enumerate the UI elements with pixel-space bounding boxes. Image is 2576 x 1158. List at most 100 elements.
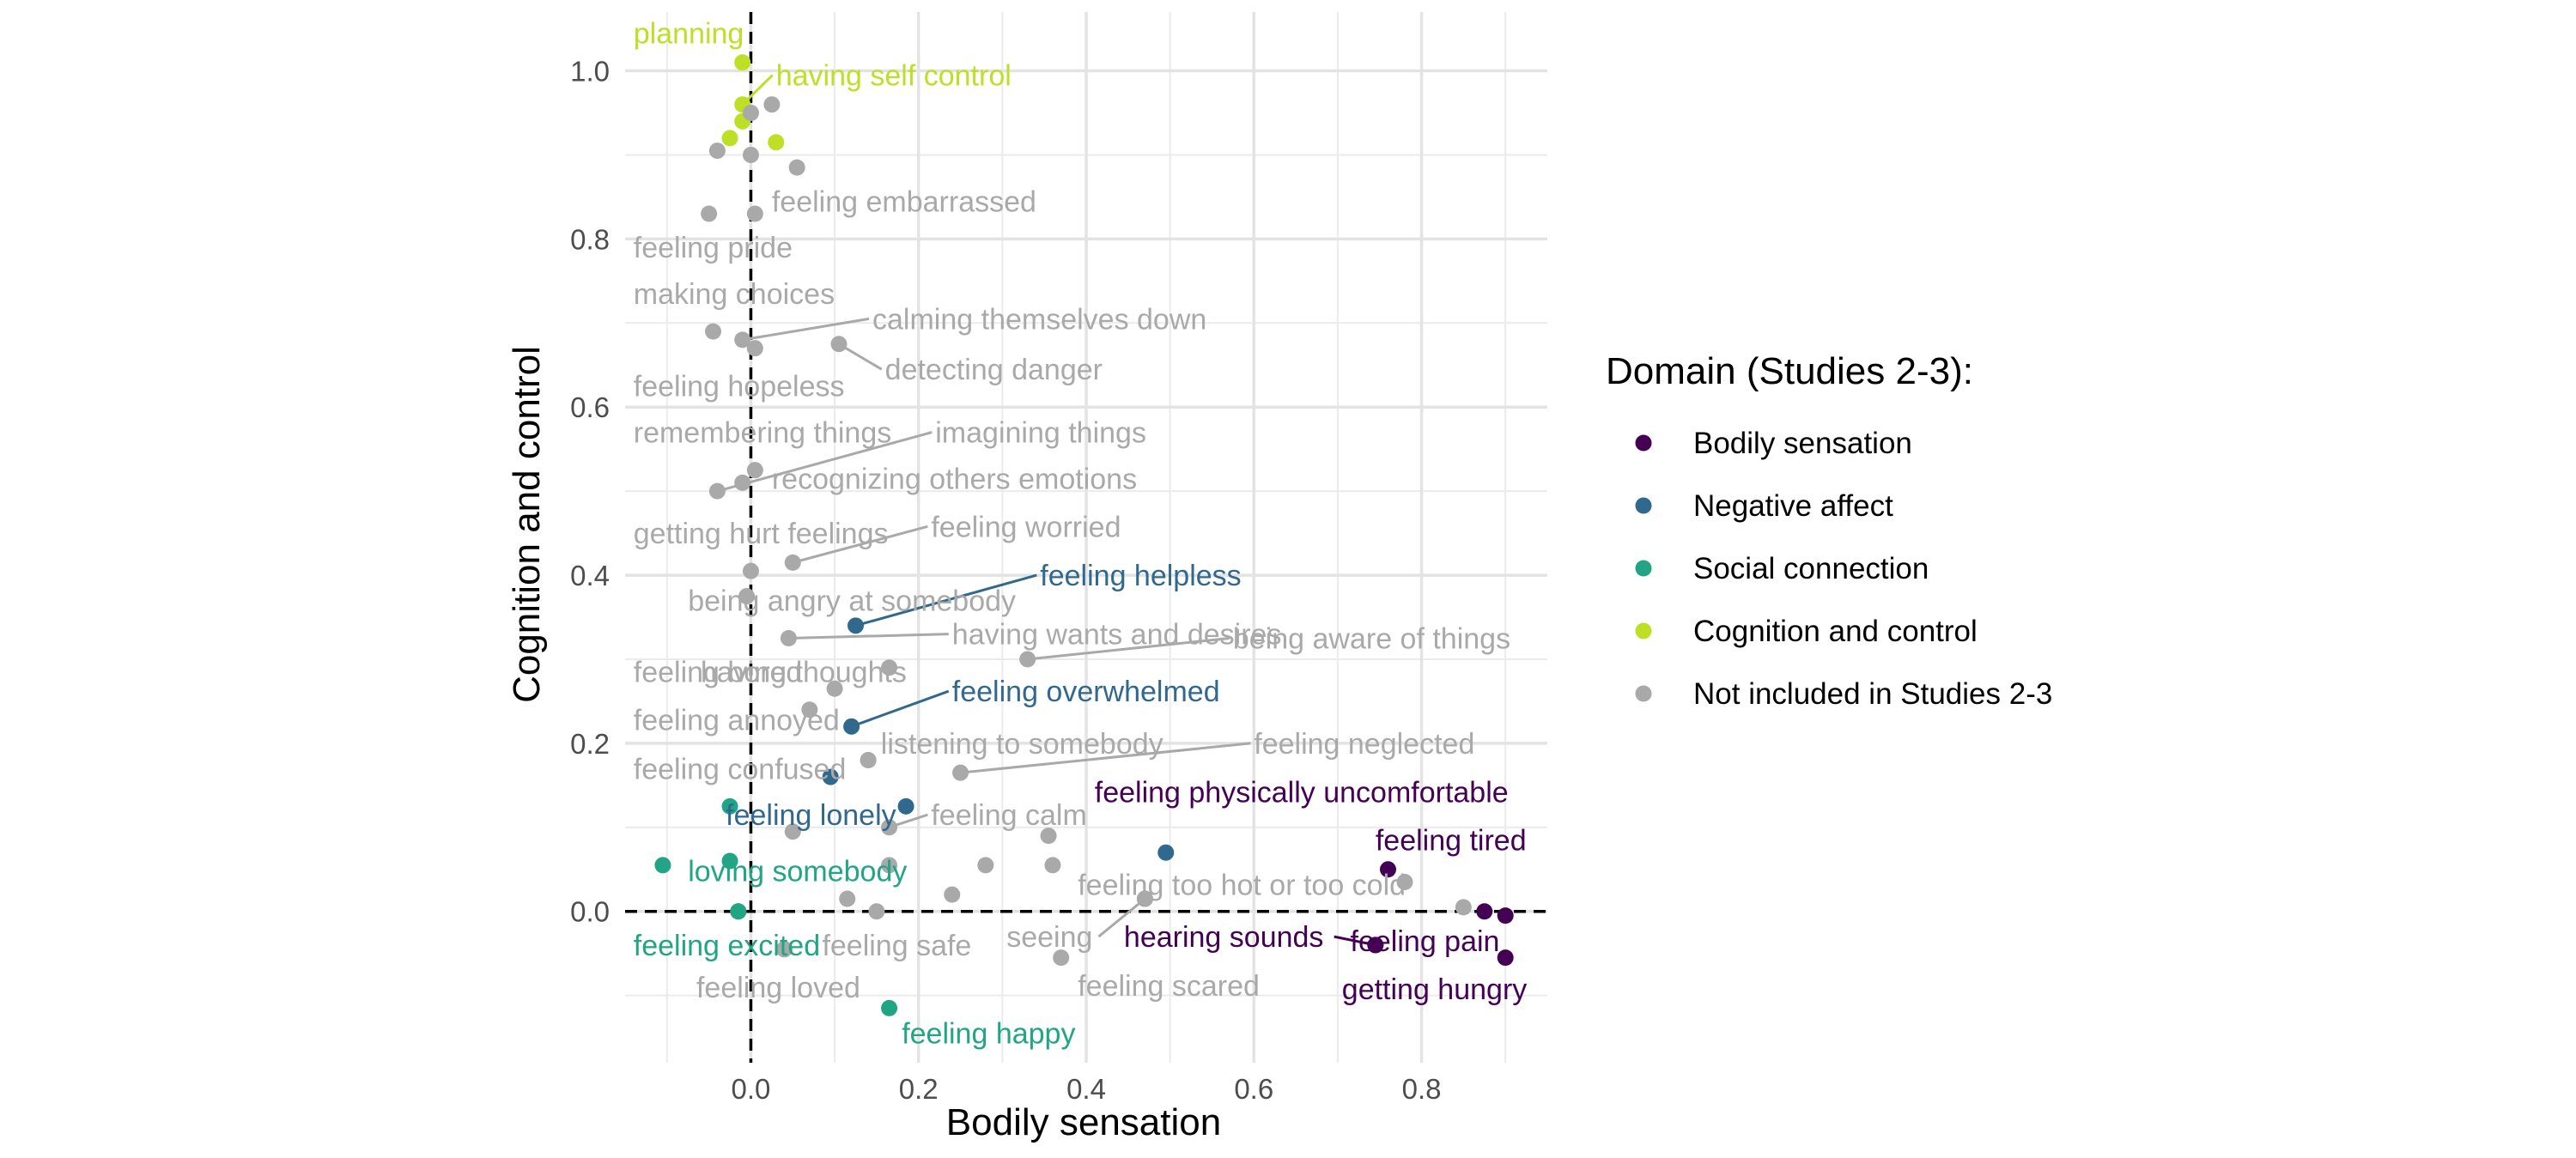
label-leader-lines xyxy=(717,74,1376,947)
point-label: feeling excited xyxy=(634,930,820,962)
label-leader-line xyxy=(838,343,883,371)
data-point xyxy=(721,797,738,815)
point-label: feeling loved xyxy=(696,972,860,1004)
legend-key-negative xyxy=(1635,497,1652,514)
x-tick-label: 0.8 xyxy=(1402,1073,1442,1105)
point-label: getting hungry xyxy=(1342,973,1528,1006)
point-label: feeling physically uncomfortable xyxy=(1095,777,1509,809)
point-label: having wants and desires xyxy=(952,619,1282,652)
point-label: feeling calm xyxy=(931,799,1086,832)
data-point xyxy=(654,857,671,874)
data-point xyxy=(1497,907,1514,925)
data-point xyxy=(1396,873,1413,890)
label-leader-line xyxy=(792,524,928,564)
data-point xyxy=(860,751,877,768)
data-point xyxy=(801,701,818,718)
label-leader-line xyxy=(742,317,870,342)
x-axis-ticks: 0.0 0.2 0.4 0.6 0.8 xyxy=(732,1073,1442,1105)
legend-items: Bodily sensation Negative affect Social co… xyxy=(1635,427,2052,711)
data-point xyxy=(734,474,751,491)
point-label: having self control xyxy=(776,59,1012,92)
data-point xyxy=(1476,903,1493,920)
x-tick-label: 0.4 xyxy=(1066,1073,1106,1105)
data-point xyxy=(848,617,864,634)
point-label: imagining things xyxy=(935,417,1146,450)
data-point xyxy=(721,130,738,147)
data-point xyxy=(763,96,781,113)
label-leader-line xyxy=(1027,637,1230,661)
data-point xyxy=(977,857,994,874)
label-leader-line xyxy=(851,689,950,728)
data-point xyxy=(1455,899,1472,916)
point-label: remembering things xyxy=(634,417,891,450)
data-point xyxy=(784,554,801,571)
data-point xyxy=(1379,861,1396,878)
data-point xyxy=(822,768,839,785)
y-axis-title: Cognition and control xyxy=(506,346,548,703)
legend-label-cognition: Cognition and control xyxy=(1693,615,1978,648)
data-point xyxy=(1157,844,1175,861)
data-point xyxy=(1044,857,1061,874)
point-label: listening to somebody xyxy=(881,728,1163,761)
point-label: feeling lonely xyxy=(726,799,896,832)
point-label: being aware of things xyxy=(1233,623,1510,656)
point-label: feeling scared xyxy=(1078,970,1260,1003)
data-point xyxy=(1053,949,1070,967)
data-point xyxy=(784,823,801,840)
data-point xyxy=(881,857,898,874)
y-axis-ticks: 0.0 0.2 0.4 0.6 0.8 1.0 xyxy=(570,56,610,928)
legend-label-social: Social connection xyxy=(1693,552,1929,585)
point-label: loving somebody xyxy=(688,856,907,888)
data-point xyxy=(826,680,843,697)
data-point xyxy=(1019,651,1036,668)
y-tick-label: 0.6 xyxy=(570,391,610,423)
data-point xyxy=(843,718,860,735)
point-label: hearing sounds xyxy=(1124,921,1324,954)
y-tick-label: 0.8 xyxy=(570,223,610,255)
point-label: feeling confused xyxy=(634,753,847,785)
label-leader-line xyxy=(717,431,933,493)
legend-label-negative: Negative affect xyxy=(1693,489,1893,523)
point-label: feeling worried xyxy=(931,511,1121,543)
data-point xyxy=(746,205,763,222)
data-point xyxy=(738,588,756,605)
data-point xyxy=(952,764,969,781)
data-point xyxy=(708,482,726,500)
data-point xyxy=(721,852,738,870)
data-point xyxy=(1367,937,1384,954)
x-axis-title: Bodily sensation xyxy=(946,1101,1221,1143)
data-point xyxy=(868,903,885,920)
x-tick-label: 0.0 xyxy=(732,1073,771,1105)
legend-key-social xyxy=(1635,560,1652,577)
point-label: making choices xyxy=(634,278,835,311)
data-point xyxy=(830,336,848,353)
legend-label-other: Not included in Studies 2-3 xyxy=(1693,677,2052,711)
legend: Domain (Studies 2-3): Bodily sensation Ne… xyxy=(1606,350,2052,711)
data-point xyxy=(730,903,747,920)
label-leader-line xyxy=(960,742,1251,774)
label-leader-line xyxy=(855,573,1037,628)
data-point xyxy=(708,142,726,160)
point-label: detecting danger xyxy=(885,354,1103,386)
point-label: feeling pain xyxy=(1351,925,1500,958)
legend-key-bodily xyxy=(1635,434,1652,452)
point-label: feeling happy xyxy=(902,1018,1075,1051)
point-label: feeling safe xyxy=(822,930,971,962)
y-tick-label: 0.2 xyxy=(570,728,610,760)
y-tick-label: 1.0 xyxy=(570,56,610,88)
data-point xyxy=(1497,949,1514,967)
data-point xyxy=(701,205,718,222)
point-label: feeling pride xyxy=(634,232,793,264)
data-point xyxy=(734,331,751,349)
data-point xyxy=(705,323,722,340)
x-tick-label: 0.2 xyxy=(899,1073,939,1105)
data-points xyxy=(654,54,1514,1016)
point-label: having thoughts xyxy=(701,657,907,689)
point-label: being angry at somebody xyxy=(688,585,1016,617)
label-leader-line xyxy=(788,633,949,640)
data-point xyxy=(742,146,759,163)
data-point xyxy=(897,797,914,815)
legend-label-bodily: Bodily sensation xyxy=(1693,427,1912,460)
point-label: feeling neglected xyxy=(1254,728,1474,761)
